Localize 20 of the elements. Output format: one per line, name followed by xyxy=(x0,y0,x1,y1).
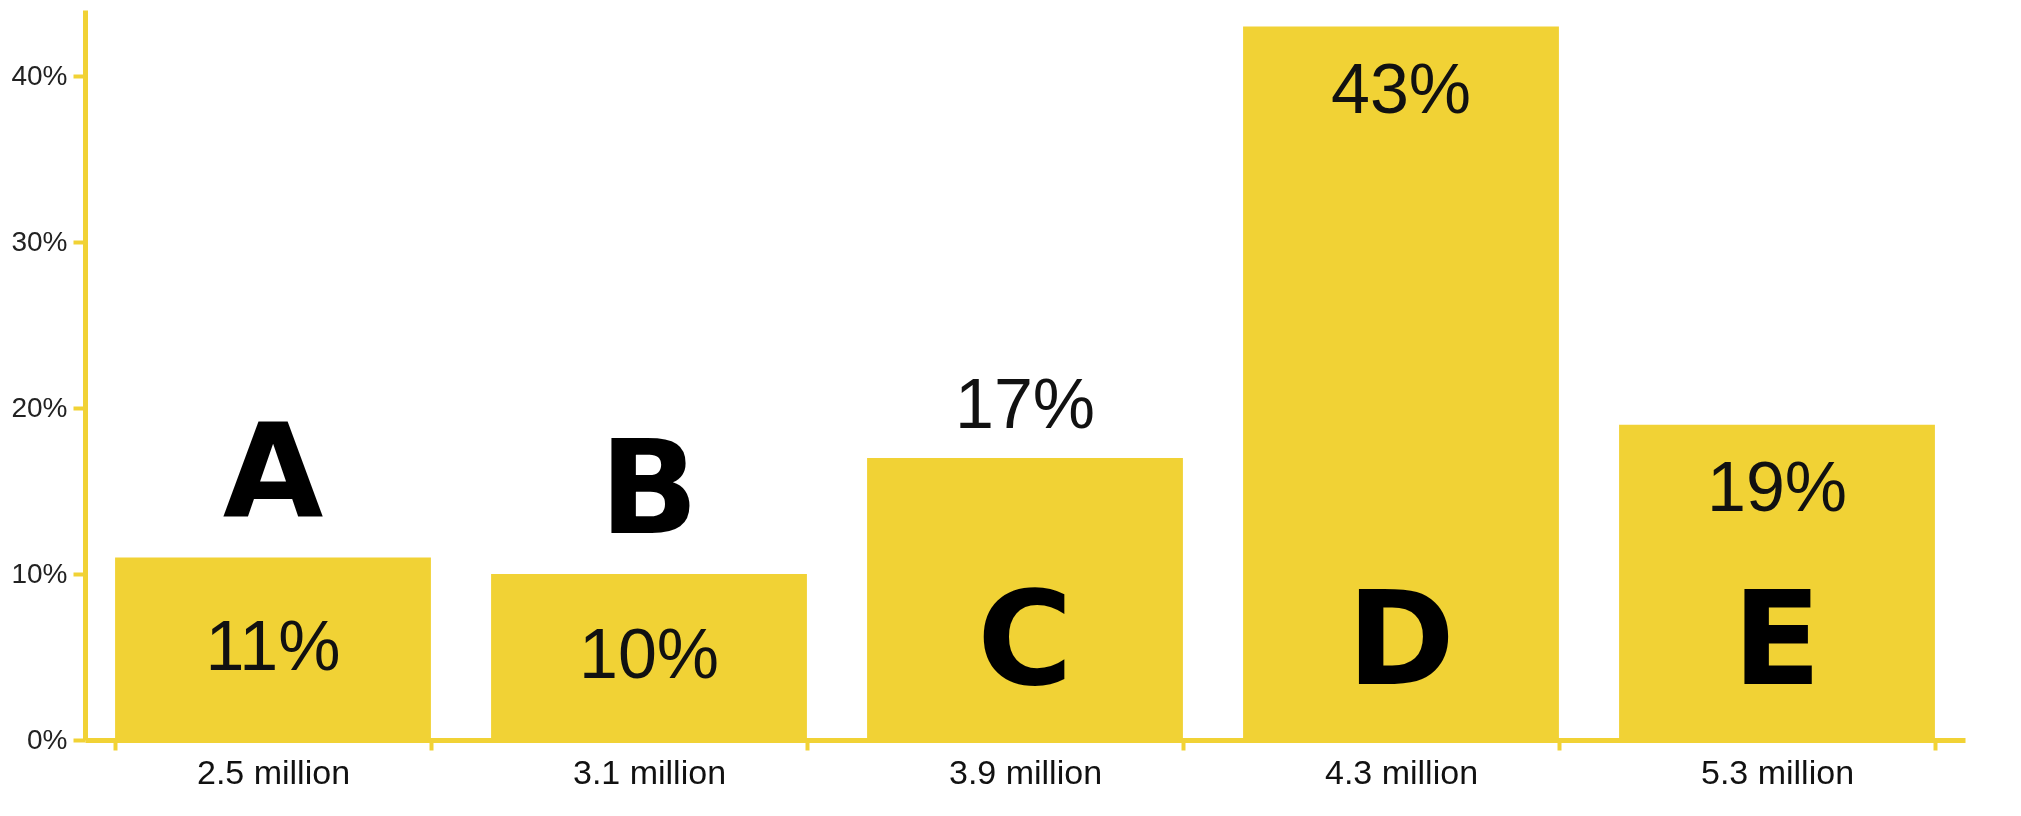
annotation: A xyxy=(222,395,324,548)
y-tick-label: 20% xyxy=(11,391,68,423)
x-tick-label: 5.3 million xyxy=(1700,752,1855,791)
data-label: 11% xyxy=(205,606,341,685)
y-tick-label: 40% xyxy=(11,59,68,91)
annotation: D xyxy=(1347,563,1455,716)
annotation: E xyxy=(1732,563,1822,716)
data-label: 10% xyxy=(578,615,720,694)
data-label: 17% xyxy=(954,364,1096,443)
data-label: 43% xyxy=(1330,50,1472,129)
y-tick-label: 30% xyxy=(11,225,68,257)
annotation: C xyxy=(977,563,1073,716)
x-tick-label: 3.1 million xyxy=(572,752,727,791)
y-tick-label: 0% xyxy=(27,723,68,755)
x-tick-label: 4.3 million xyxy=(1324,752,1479,791)
x-tick-label: 3.9 million xyxy=(948,752,1103,791)
data-label: 19% xyxy=(1706,448,1848,527)
y-tick-label: 10% xyxy=(11,557,68,589)
x-tick-label: 2.5 million xyxy=(196,752,351,791)
annotation: B xyxy=(599,411,699,564)
